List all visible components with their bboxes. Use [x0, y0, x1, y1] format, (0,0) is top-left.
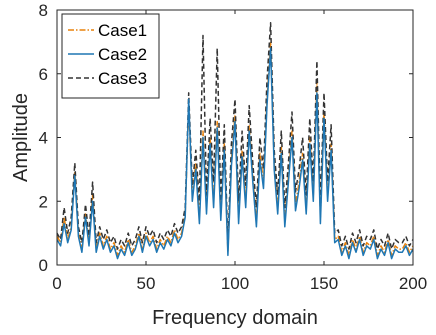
- x-tick-label: 200: [399, 274, 427, 293]
- x-tick-label: 0: [52, 274, 61, 293]
- y-tick-label: 0: [39, 256, 48, 275]
- y-tick-label: 4: [39, 129, 48, 148]
- legend: Case1 Case2 Case3: [61, 13, 160, 99]
- y-axis-title: Amplitude: [10, 93, 32, 182]
- y-tick-label: 2: [39, 192, 48, 211]
- ticks-layer: 0 50 100 150 200 0 2 4 6 8: [39, 1, 428, 293]
- series-line-case2: [56, 47, 414, 260]
- legend-box: [61, 13, 160, 99]
- x-tick-label: 100: [221, 274, 249, 293]
- x-tick-label: 50: [137, 274, 156, 293]
- legend-label: Case1: [98, 21, 147, 40]
- series-line-case1: [56, 41, 414, 257]
- x-axis-title: Frequency domain: [152, 307, 318, 329]
- legend-label: Case2: [98, 45, 147, 64]
- x-tick-label: 150: [310, 274, 338, 293]
- series-layer: [56, 22, 414, 260]
- legend-label: Case3: [98, 69, 147, 88]
- y-tick-label: 6: [39, 65, 48, 84]
- y-tick-label: 8: [39, 1, 48, 20]
